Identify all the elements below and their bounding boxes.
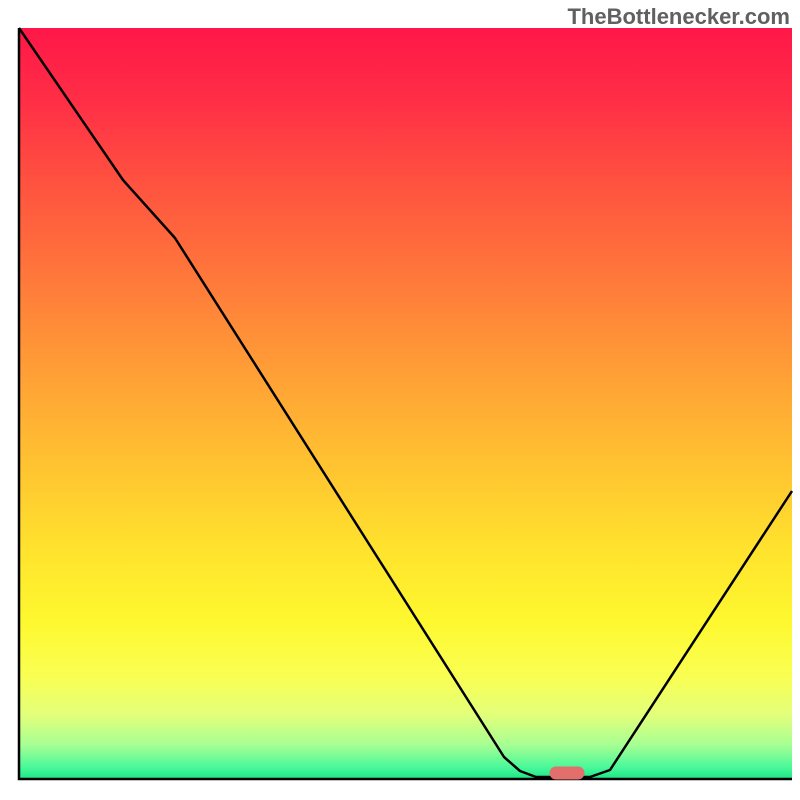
gradient-background [19,28,792,779]
watermark-text: TheBottlenecker.com [567,4,790,30]
chart-svg [0,0,800,800]
bottleneck-chart: TheBottlenecker.com [0,0,800,800]
optimal-marker [550,767,585,780]
